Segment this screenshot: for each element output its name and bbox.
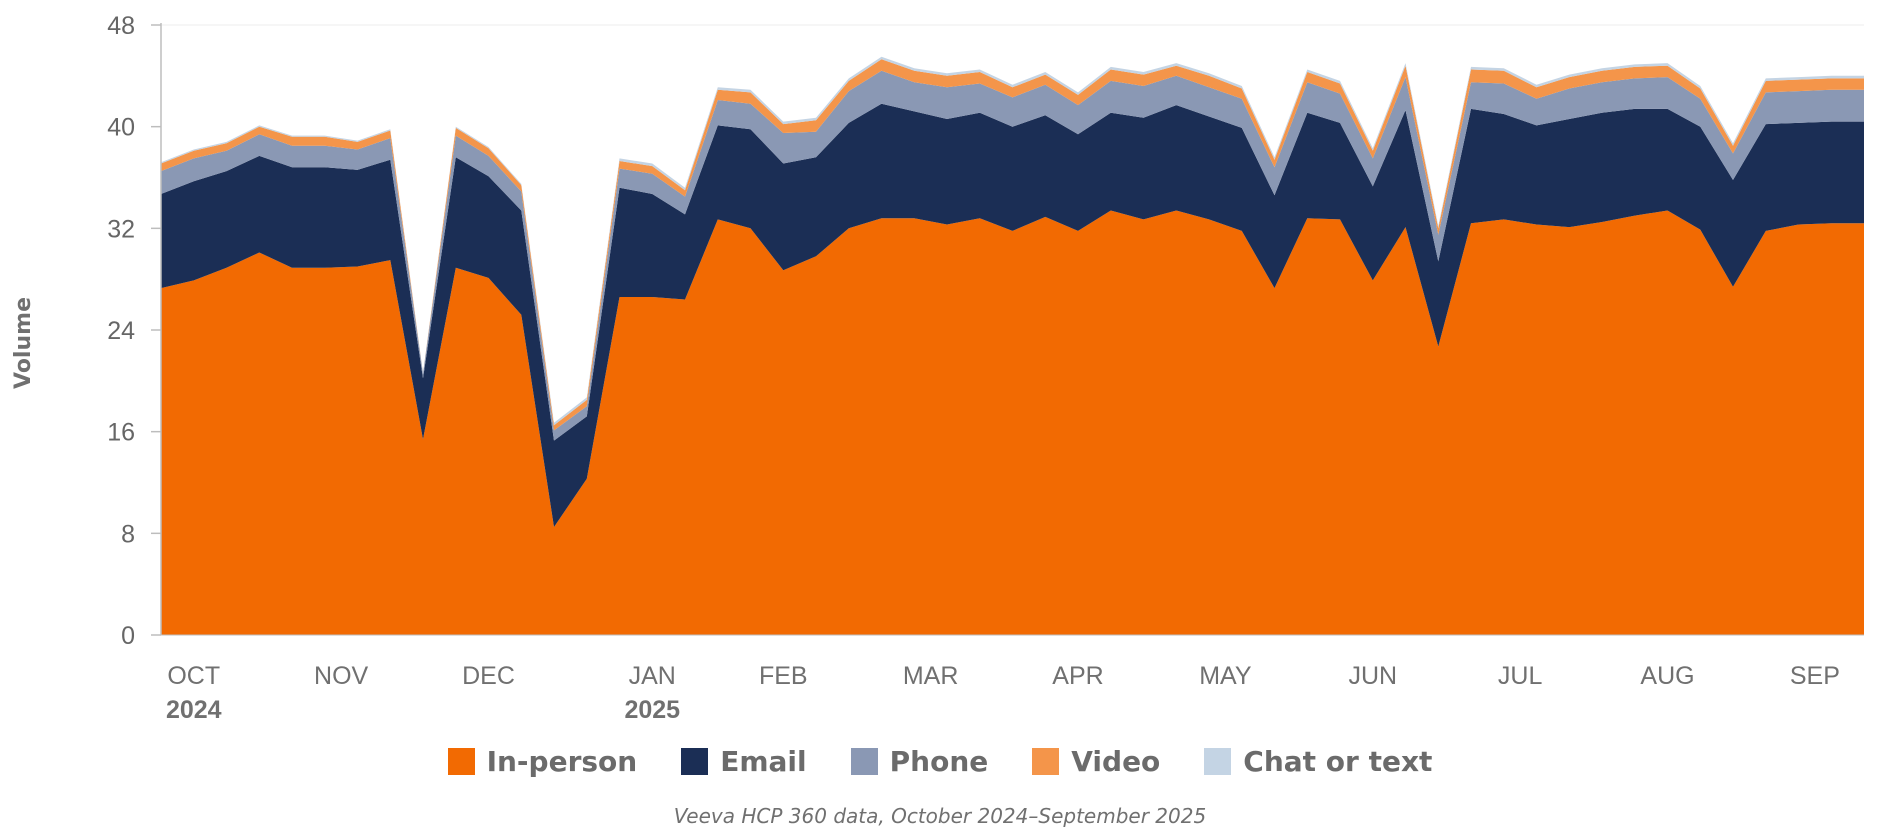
y-tick-label: 0 [121, 622, 135, 650]
y-tick-label: 16 [107, 419, 135, 447]
y-tick-label: 8 [121, 520, 135, 548]
area-email [161, 103, 1864, 528]
legend-label: Email [720, 744, 807, 778]
legend-item-phone: Phone [850, 744, 989, 778]
chart-legend: In-person Email Phone Video Chat or text [0, 735, 1880, 787]
legend-swatch [850, 747, 878, 775]
y-tick-label: 40 [107, 114, 135, 142]
legend-item-chat-or-text: Chat or text [1204, 745, 1432, 778]
x-tick-label-dec: DEC [462, 662, 515, 690]
x-tick-label-may: MAY [1199, 662, 1252, 690]
x-tick-label-jul: JUL [1498, 662, 1543, 690]
area-series-group [161, 56, 1864, 635]
legend-label: Phone [889, 744, 989, 778]
y-tick-label: 24 [107, 317, 135, 345]
x-year-label-2024: 2024 [166, 696, 222, 724]
x-tick-label-jun: JUN [1348, 662, 1397, 690]
x-tick-label-oct: OCT [167, 662, 220, 690]
source-note: Veeva HCP 360 data, October 2024–Septemb… [673, 804, 1207, 828]
y-axis-label: Volume [11, 297, 36, 389]
x-tick-label-nov: NOV [314, 662, 369, 690]
legend-label: Chat or text [1243, 744, 1433, 778]
x-tick-label-jan: JAN [629, 662, 676, 690]
x-tick-label-sep: SEP [1790, 662, 1840, 690]
legend-swatch [681, 747, 709, 775]
legend-label: Video [1071, 744, 1161, 778]
legend-swatch [1032, 747, 1060, 775]
x-tick-label-apr: APR [1052, 662, 1103, 690]
legend-label: In-person [486, 744, 638, 778]
legend-item-email: Email [681, 744, 807, 778]
y-tick-label: 48 [107, 12, 135, 40]
x-tick-label-aug: AUG [1640, 662, 1694, 690]
x-tick-label-mar: MAR [903, 662, 959, 690]
stacked-area-chart: 0 8 16 24 32 40 48 OCT 2024 NOV DEC JAN 2025 FEB MAR AP… [11, 12, 1864, 724]
legend-item-video: Video [1032, 745, 1160, 778]
x-tick-label-feb: FEB [759, 662, 808, 690]
y-tick-label: 32 [107, 215, 135, 243]
legend-item-in-person: In-person [447, 744, 638, 778]
axes-group: 0 8 16 24 32 40 48 OCT 2024 NOV DEC JAN 2025 FEB MAR AP… [107, 12, 1864, 724]
legend-swatch [447, 747, 475, 775]
x-year-label-2025: 2025 [624, 696, 680, 724]
area-in-person [161, 210, 1864, 635]
legend-swatch [1204, 747, 1232, 775]
area-phone [161, 70, 1864, 441]
